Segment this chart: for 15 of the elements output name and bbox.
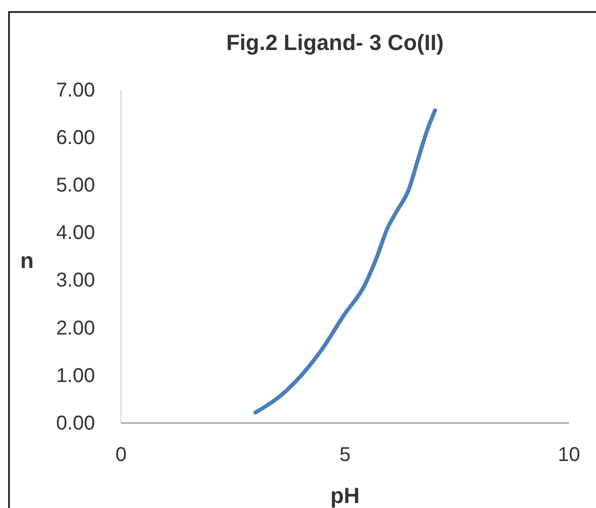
y-tick-label: 3.00 [56, 270, 95, 292]
y-tick-label: 5.00 [56, 174, 95, 197]
y-tick-label: 6.00 [56, 126, 95, 149]
x-tick-label: 10 [558, 444, 580, 466]
y-axis-title: n [20, 248, 34, 273]
x-tick-label: 0 [115, 444, 127, 466]
y-tick-label: 1.00 [56, 364, 95, 387]
chart-title: Fig.2 Ligand- 3 Co(II) [226, 30, 444, 55]
x-tick-label: 5 [339, 444, 351, 466]
x-axis-title: pH [330, 483, 360, 508]
line-series [253, 108, 438, 415]
y-tick-label: 2.00 [56, 317, 95, 340]
y-tick-label: 7.00 [56, 79, 95, 102]
y-tick-label: 4.00 [56, 222, 95, 244]
y-tick-label: 0.00 [56, 412, 95, 434]
